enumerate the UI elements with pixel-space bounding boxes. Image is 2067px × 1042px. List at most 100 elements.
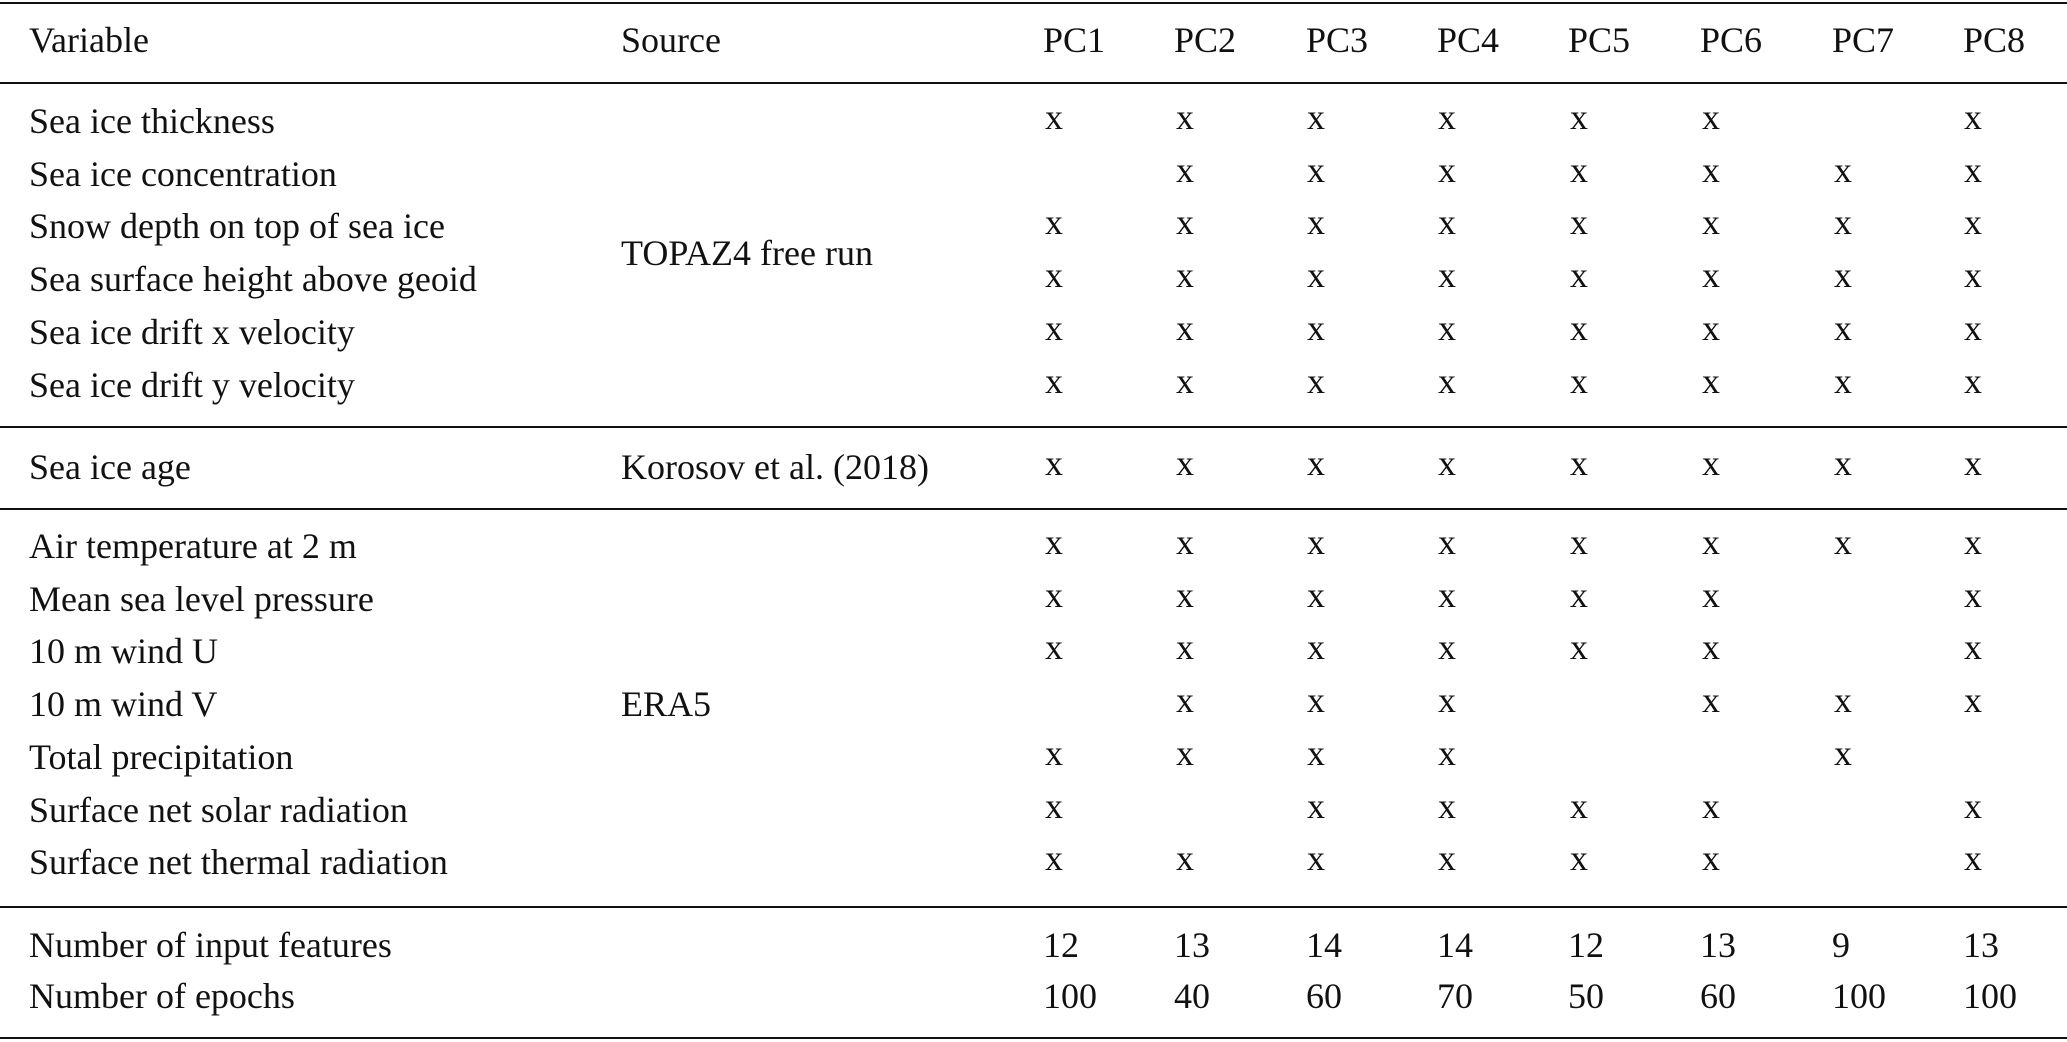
- check-mark: x: [1045, 307, 1063, 348]
- check-mark: x: [1438, 97, 1456, 137]
- check-mark: x: [1307, 307, 1325, 348]
- check-mark: x: [1702, 307, 1720, 348]
- check-mark: x: [1702, 522, 1720, 562]
- check-mark: x: [1438, 838, 1456, 879]
- header-cell: PC1: [1043, 20, 1106, 60]
- check-mark: x: [1176, 574, 1194, 615]
- check-mark: x: [1307, 785, 1325, 826]
- variable-name: 10 m wind V: [29, 684, 218, 725]
- check-mark: x: [1176, 443, 1194, 483]
- check-mark: x: [1702, 202, 1720, 243]
- check-mark: x: [1964, 785, 1982, 826]
- check-mark: x: [1964, 202, 1982, 243]
- check-mark: x: [1964, 680, 1982, 721]
- footer-value: 70: [1437, 976, 1473, 1016]
- check-mark: x: [1964, 574, 1982, 615]
- group-rule: [0, 508, 2067, 510]
- check-mark: x: [1702, 255, 1720, 296]
- footer-label: Number of epochs: [29, 976, 295, 1016]
- bottom-rule: [0, 1037, 2067, 1039]
- check-mark: x: [1834, 680, 1852, 721]
- top-rule: [0, 2, 2067, 4]
- check-mark: x: [1964, 97, 1982, 137]
- variable-name: Mean sea level pressure: [29, 578, 374, 619]
- check-mark: x: [1964, 443, 1982, 483]
- variable-name: 10 m wind U: [29, 631, 218, 672]
- variable-name: Surface net thermal radiation: [29, 842, 448, 883]
- check-mark: x: [1307, 149, 1325, 190]
- variable-name: Sea surface height above geoid: [29, 259, 477, 300]
- source-name: ERA5: [621, 684, 711, 725]
- check-mark: x: [1307, 443, 1325, 483]
- footer-value: 100: [1043, 976, 1097, 1016]
- check-mark: x: [1964, 838, 1982, 879]
- header-cell: PC3: [1306, 20, 1369, 60]
- check-mark: x: [1045, 97, 1063, 137]
- footer-value: 13: [1963, 925, 1999, 965]
- check-mark: x: [1834, 307, 1852, 348]
- variable-name: Sea ice age: [29, 447, 191, 487]
- variable-name: Sea ice drift x velocity: [29, 311, 355, 352]
- check-mark: x: [1702, 97, 1720, 137]
- check-mark: x: [1570, 149, 1588, 190]
- check-mark: x: [1702, 627, 1720, 668]
- check-mark: x: [1834, 732, 1852, 773]
- footer-value: 100: [1832, 976, 1886, 1016]
- check-mark: x: [1964, 307, 1982, 348]
- group-rule: [0, 906, 2067, 908]
- header-cell: Source: [621, 20, 721, 60]
- check-mark: x: [1045, 627, 1063, 668]
- check-mark: x: [1176, 360, 1194, 401]
- check-mark: x: [1834, 202, 1852, 243]
- source-name: TOPAZ4 free run: [621, 232, 873, 273]
- check-mark: x: [1834, 522, 1852, 562]
- footer-label: Number of input features: [29, 925, 392, 965]
- header-cell: PC2: [1174, 20, 1237, 60]
- check-mark: x: [1438, 522, 1456, 562]
- footer-value: 14: [1437, 925, 1473, 965]
- footer-value: 50: [1568, 976, 1604, 1016]
- check-mark: x: [1307, 360, 1325, 401]
- check-mark: x: [1438, 360, 1456, 401]
- variable-name: Total precipitation: [29, 736, 294, 777]
- check-mark: x: [1176, 97, 1194, 137]
- check-mark: x: [1045, 838, 1063, 879]
- check-mark: x: [1438, 785, 1456, 826]
- check-mark: x: [1964, 627, 1982, 668]
- check-mark: x: [1045, 443, 1063, 483]
- footer-value: 13: [1174, 925, 1210, 965]
- variable-name: Sea ice thickness: [29, 101, 275, 141]
- check-mark: x: [1834, 360, 1852, 401]
- check-mark: x: [1570, 307, 1588, 348]
- header-cell: PC6: [1700, 20, 1763, 60]
- check-mark: x: [1570, 255, 1588, 296]
- check-mark: x: [1438, 732, 1456, 773]
- check-mark: x: [1307, 838, 1325, 879]
- check-mark: x: [1176, 732, 1194, 773]
- check-mark: x: [1438, 307, 1456, 348]
- check-mark: x: [1438, 574, 1456, 615]
- check-mark: x: [1570, 627, 1588, 668]
- variable-name: Sea ice concentration: [29, 153, 337, 194]
- check-mark: x: [1045, 522, 1063, 562]
- check-mark: x: [1964, 360, 1982, 401]
- check-mark: x: [1964, 149, 1982, 190]
- check-mark: x: [1307, 522, 1325, 562]
- check-mark: x: [1570, 785, 1588, 826]
- header-rule: [0, 82, 2067, 84]
- check-mark: x: [1176, 680, 1194, 721]
- check-mark: x: [1438, 443, 1456, 483]
- check-mark: x: [1570, 202, 1588, 243]
- check-mark: x: [1045, 732, 1063, 773]
- header-cell: PC4: [1437, 20, 1500, 60]
- footer-value: 12: [1043, 925, 1079, 965]
- check-mark: x: [1307, 732, 1325, 773]
- check-mark: x: [1176, 202, 1194, 243]
- group-rule: [0, 426, 2067, 428]
- footer-value: 13: [1700, 925, 1736, 965]
- variable-name: Snow depth on top of sea ice: [29, 206, 445, 247]
- header-cell: Variable: [29, 20, 149, 60]
- check-mark: x: [1307, 574, 1325, 615]
- check-mark: x: [1045, 202, 1063, 243]
- check-mark: x: [1438, 202, 1456, 243]
